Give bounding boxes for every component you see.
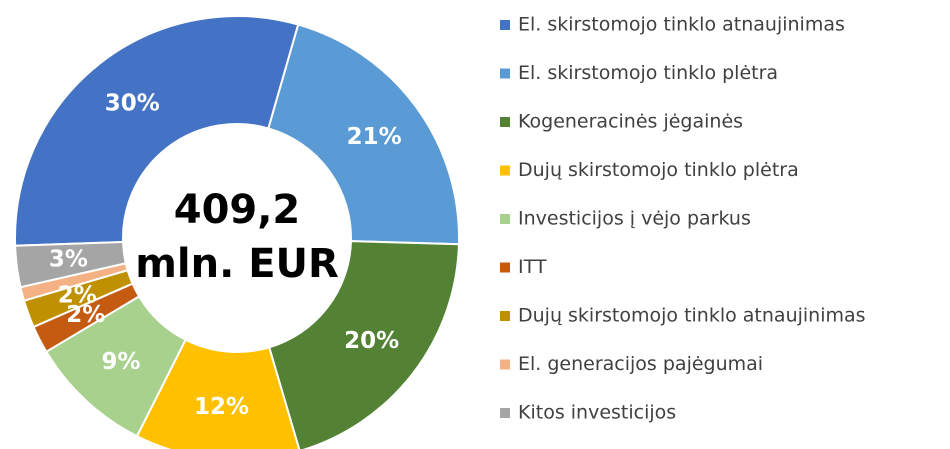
data-label: 20% bbox=[344, 328, 399, 354]
data-label: 21% bbox=[347, 124, 402, 150]
data-label: 2% bbox=[58, 283, 97, 309]
legend-swatch bbox=[500, 311, 510, 321]
legend-label: Dujų skirstomojo tinklo atnaujinimas bbox=[518, 305, 866, 327]
data-label: 12% bbox=[194, 394, 249, 420]
legend-label: Dujų skirstomojo tinklo plėtra bbox=[518, 159, 799, 181]
legend-label: Investicijos į vėjo parkus bbox=[518, 208, 751, 230]
legend-swatch bbox=[500, 117, 510, 127]
legend-label: Kitos investicijos bbox=[518, 402, 676, 424]
data-label: 9% bbox=[102, 349, 141, 375]
data-label: 2% bbox=[66, 302, 105, 328]
center-text: 409,2 bbox=[174, 187, 301, 233]
legend-swatch bbox=[500, 262, 510, 273]
slice bbox=[267, 23, 460, 246]
data-label: 3% bbox=[49, 246, 88, 272]
legend-label: El. skirstomojo tinklo plėtra bbox=[518, 62, 778, 84]
slice bbox=[14, 240, 128, 289]
legend-swatch bbox=[500, 408, 510, 418]
legend-label: Kogeneracinės jėgainės bbox=[518, 111, 743, 133]
legend-swatch bbox=[500, 214, 510, 224]
legend-swatch bbox=[500, 165, 510, 176]
legend-label: El. generacijos pajėgumai bbox=[518, 353, 763, 375]
legend-label: ITT bbox=[518, 256, 547, 278]
legend-swatch bbox=[500, 359, 510, 370]
slice bbox=[267, 240, 460, 449]
center-text: mln. EUR bbox=[135, 241, 339, 287]
data-label: 30% bbox=[105, 91, 160, 117]
legend-swatch bbox=[500, 20, 510, 30]
slice bbox=[14, 15, 300, 247]
legend-label: El. skirstomojo tinklo atnaujinimas bbox=[518, 14, 845, 36]
legend-swatch bbox=[500, 68, 510, 79]
